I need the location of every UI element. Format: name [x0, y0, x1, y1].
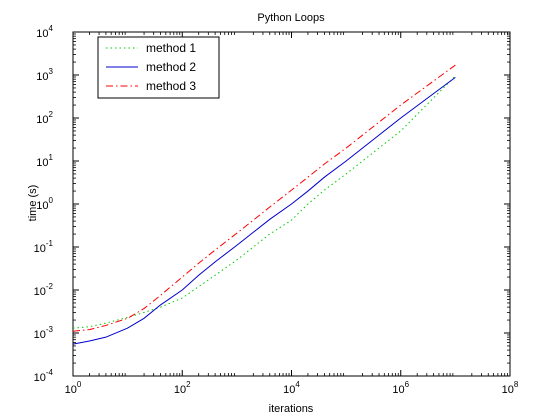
series-2-point	[269, 218, 271, 220]
y-tick-label: 100	[36, 196, 53, 212]
series-1-point	[143, 311, 145, 313]
legend-label-2: method 2	[146, 60, 196, 74]
series-2-point	[126, 327, 128, 329]
series-2-point	[214, 261, 216, 263]
y-tick-label: 10-3	[34, 325, 54, 341]
y-tick-label: 103	[36, 67, 53, 83]
y-tick-label: 10-1	[34, 239, 54, 255]
legend-label-1: method 1	[146, 41, 196, 55]
series-2-point	[143, 317, 145, 319]
series-1-point	[269, 233, 271, 235]
series-2-point	[181, 289, 183, 291]
series-1-point	[345, 173, 347, 175]
series-1-point	[197, 285, 199, 287]
plot-area: 100 102 104 106 108 10-4 10-3 10-2 10-1 100 101 102…	[34, 24, 519, 396]
series-3-point	[72, 330, 74, 332]
series-2-point	[105, 336, 107, 338]
x-tick-label: 102	[174, 380, 191, 396]
series-1-point	[400, 130, 402, 132]
y-tick-label: 10-4	[34, 368, 54, 384]
series-3-point	[126, 317, 128, 319]
x-tick-label: 108	[502, 380, 519, 396]
series-2-point	[252, 231, 254, 233]
series-1-point	[88, 326, 90, 328]
series-2-point	[345, 160, 347, 162]
series-line-1	[72, 75, 456, 329]
series-3-point	[105, 324, 107, 326]
series-1-point	[323, 189, 325, 191]
series-2-point	[159, 304, 161, 306]
series-1-point	[290, 219, 292, 221]
series-3-point	[307, 176, 309, 178]
series-3-point	[181, 276, 183, 278]
series-3-point	[269, 206, 271, 208]
chart-title: Python Loops	[257, 12, 325, 24]
y-tick-label: 101	[36, 153, 53, 169]
series-2-point	[236, 244, 238, 246]
y-tick-label: 10-2	[34, 282, 54, 298]
series-1-point	[105, 322, 107, 324]
series-2-point	[307, 190, 309, 192]
series-1-point	[252, 246, 254, 248]
series-2-point	[197, 274, 199, 276]
series-3-point	[454, 64, 456, 66]
series-3-point	[88, 328, 90, 330]
series-line-2	[72, 76, 456, 345]
y-tick-label: 104	[36, 24, 53, 40]
series-3-point	[159, 294, 161, 296]
x-tick-label: 104	[283, 380, 300, 396]
x-tick-label: 100	[65, 380, 82, 396]
series-line-3	[72, 64, 456, 332]
x-tick-label: 106	[392, 380, 409, 396]
series-3-point	[236, 232, 238, 234]
series-2-point	[290, 203, 292, 205]
series-3-point	[323, 163, 325, 165]
series-1-point	[214, 274, 216, 276]
series-3-point	[290, 189, 292, 191]
series-1-point	[307, 203, 309, 205]
legend-label-3: method 3	[146, 79, 196, 93]
y-tick-label: 102	[36, 110, 53, 126]
x-axis-label: iterations	[269, 403, 314, 415]
series-3-point	[143, 307, 145, 309]
series-2-point	[454, 76, 456, 78]
series-1-point	[181, 297, 183, 299]
series-3-point	[345, 147, 347, 149]
series-3-point	[400, 104, 402, 106]
series-1-point	[159, 306, 161, 308]
series-3-point	[214, 249, 216, 251]
series-2-point	[88, 340, 90, 342]
series-2-point	[400, 117, 402, 119]
series-1-point	[236, 259, 238, 261]
series-3-point	[197, 262, 199, 264]
series-2-point	[323, 176, 325, 178]
series-3-point	[252, 219, 254, 221]
series-1-point	[72, 327, 74, 329]
y-axis-label: time (s)	[27, 185, 39, 222]
series-2-point	[72, 343, 74, 345]
